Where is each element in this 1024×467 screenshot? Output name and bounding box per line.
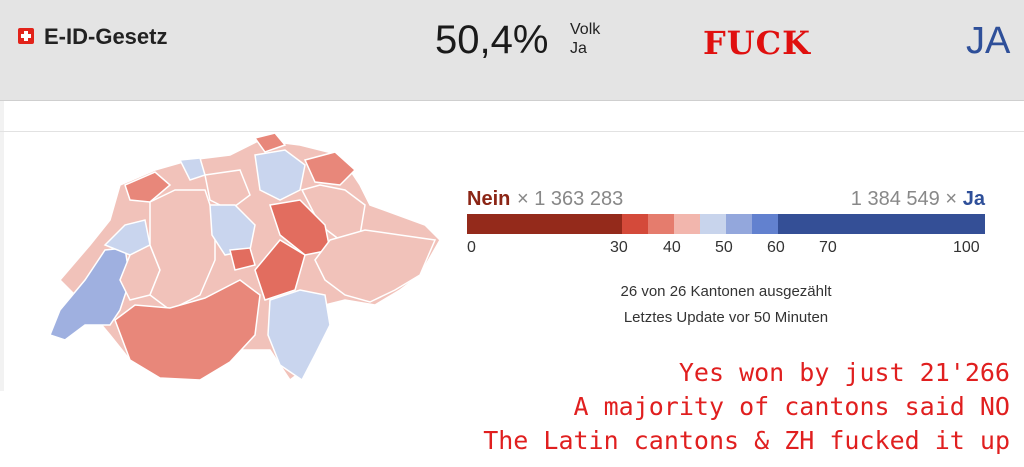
nein-label: Nein xyxy=(467,188,511,210)
exclamation-text: FUCK xyxy=(703,24,811,62)
last-update: Letztes Update vor 50 Minuten xyxy=(623,309,829,326)
scale-ticks: 0 30 40 50 60 70 100 xyxy=(467,239,985,259)
result-label: Volk Ja xyxy=(570,20,600,58)
result-label-top: Volk xyxy=(570,21,601,38)
canton-ju xyxy=(124,171,172,203)
vote-count-legend: Nein × 1 363 283 1 384 549 × Ja xyxy=(467,188,985,212)
result-outcome: JA xyxy=(966,20,1011,62)
canton-zh xyxy=(254,149,306,201)
ja-count: 1 384 549 × xyxy=(850,188,957,210)
swiss-flag-icon xyxy=(18,28,34,44)
scale-seg-6 xyxy=(752,214,778,234)
section-divider xyxy=(0,131,1024,132)
commentary-annotation: Yes won by just 21'266 A majority of can… xyxy=(483,356,1010,458)
canton-ag xyxy=(204,169,251,211)
tick-label: 70 xyxy=(819,239,837,256)
tick-label: 0 xyxy=(467,239,476,256)
canton-ow xyxy=(229,247,256,271)
ja-label: Ja xyxy=(962,188,985,210)
canton-gr xyxy=(314,229,437,303)
side-divider xyxy=(0,101,4,391)
canton-ur xyxy=(254,239,306,301)
tick-label: 50 xyxy=(715,239,733,256)
canton-ti xyxy=(267,289,331,382)
vote-title: E-ID-Gesetz xyxy=(44,24,168,49)
canton-ne xyxy=(103,219,151,256)
result-percent: 50,4% xyxy=(435,18,549,62)
count-status: 26 von 26 Kantonen ausgezählt Letztes Up… xyxy=(467,279,985,331)
nein-count: × 1 363 283 xyxy=(517,188,624,210)
annotation-line-1: Yes won by just 21'266 xyxy=(678,358,1010,387)
annotation-line-2: A majority of cantons said NO xyxy=(573,392,1011,421)
scale-seg-2 xyxy=(648,214,674,234)
canton-tg xyxy=(303,151,357,186)
color-scale-bar xyxy=(467,214,985,234)
scale-seg-4 xyxy=(700,214,726,234)
result-label-bottom: Ja xyxy=(570,40,587,57)
canton-be xyxy=(149,189,216,311)
tick-label: 60 xyxy=(767,239,785,256)
canton-sh xyxy=(253,132,287,153)
result-header: E-ID-Gesetz 50,4% Volk Ja FUCK JA xyxy=(0,0,1024,101)
scale-seg-3 xyxy=(674,214,700,234)
scale-seg-7 xyxy=(778,214,985,234)
cantons-counted: 26 von 26 Kantonen ausgezählt xyxy=(620,283,832,300)
scale-seg-0 xyxy=(467,214,622,234)
tick-label: 100 xyxy=(953,239,980,256)
tick-label: 40 xyxy=(663,239,681,256)
switzerland-canton-map xyxy=(49,132,441,382)
scale-seg-5 xyxy=(726,214,752,234)
annotation-line-3: The Latin cantons & ZH fucked it up xyxy=(483,426,1010,455)
scale-seg-1 xyxy=(622,214,648,234)
canton-vs xyxy=(114,279,261,381)
tick-label: 30 xyxy=(610,239,628,256)
